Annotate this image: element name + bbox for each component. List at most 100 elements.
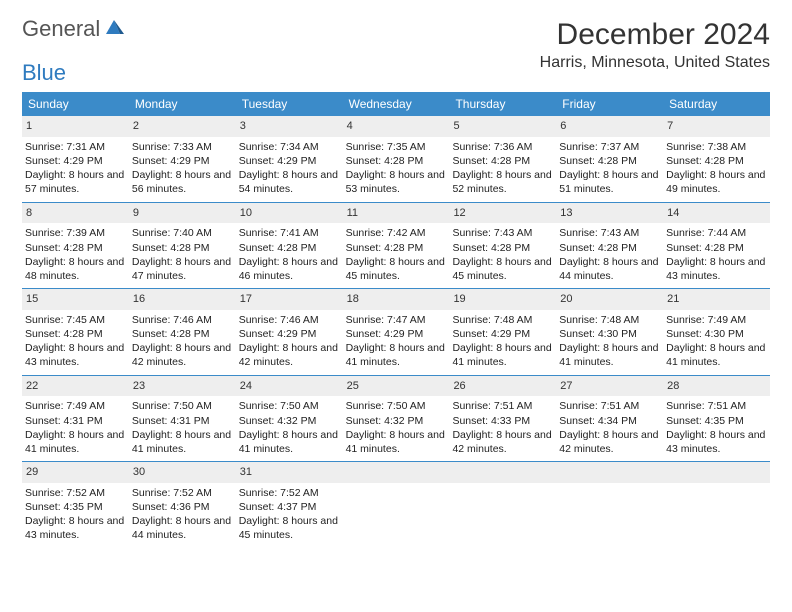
week-row: 15Sunrise: 7:45 AMSunset: 4:28 PMDayligh… [22, 289, 770, 376]
day-number [556, 462, 663, 483]
day-number: 4 [343, 116, 450, 137]
day-cell: 28Sunrise: 7:51 AMSunset: 4:35 PMDayligh… [663, 376, 770, 462]
logo-sail-icon [104, 18, 124, 40]
calendar: Sunday Monday Tuesday Wednesday Thursday… [22, 92, 770, 548]
sunset-text: Sunset: 4:28 PM [666, 241, 767, 255]
day-cell: 12Sunrise: 7:43 AMSunset: 4:28 PMDayligh… [449, 203, 556, 289]
day-number: 22 [22, 376, 129, 397]
week-row: 22Sunrise: 7:49 AMSunset: 4:31 PMDayligh… [22, 376, 770, 463]
sunrise-text: Sunrise: 7:49 AM [666, 313, 767, 327]
sunset-text: Sunset: 4:28 PM [25, 327, 126, 341]
sunset-text: Sunset: 4:29 PM [346, 327, 447, 341]
sunset-text: Sunset: 4:37 PM [239, 500, 340, 514]
day-cell [449, 462, 556, 548]
logo-word2: Blue [22, 60, 66, 85]
day-number: 19 [449, 289, 556, 310]
day-number: 3 [236, 116, 343, 137]
day-cell: 6Sunrise: 7:37 AMSunset: 4:28 PMDaylight… [556, 116, 663, 202]
daylight-text: Daylight: 8 hours and 41 minutes. [132, 428, 233, 456]
sunset-text: Sunset: 4:30 PM [559, 327, 660, 341]
daylight-text: Daylight: 8 hours and 43 minutes. [25, 341, 126, 369]
day-number: 29 [22, 462, 129, 483]
daylight-text: Daylight: 8 hours and 54 minutes. [239, 168, 340, 196]
day-cell: 3Sunrise: 7:34 AMSunset: 4:29 PMDaylight… [236, 116, 343, 202]
day-number: 23 [129, 376, 236, 397]
weekday-header: Wednesday [343, 92, 450, 116]
daylight-text: Daylight: 8 hours and 49 minutes. [666, 168, 767, 196]
day-cell: 5Sunrise: 7:36 AMSunset: 4:28 PMDaylight… [449, 116, 556, 202]
day-number: 12 [449, 203, 556, 224]
day-cell: 23Sunrise: 7:50 AMSunset: 4:31 PMDayligh… [129, 376, 236, 462]
day-number: 26 [449, 376, 556, 397]
day-cell: 30Sunrise: 7:52 AMSunset: 4:36 PMDayligh… [129, 462, 236, 548]
day-number: 8 [22, 203, 129, 224]
daylight-text: Daylight: 8 hours and 45 minutes. [452, 255, 553, 283]
day-number: 21 [663, 289, 770, 310]
weekday-header-row: Sunday Monday Tuesday Wednesday Thursday… [22, 92, 770, 116]
sunrise-text: Sunrise: 7:39 AM [25, 226, 126, 240]
day-cell: 14Sunrise: 7:44 AMSunset: 4:28 PMDayligh… [663, 203, 770, 289]
weekday-header: Sunday [22, 92, 129, 116]
sunset-text: Sunset: 4:28 PM [346, 154, 447, 168]
day-cell: 18Sunrise: 7:47 AMSunset: 4:29 PMDayligh… [343, 289, 450, 375]
daylight-text: Daylight: 8 hours and 41 minutes. [452, 341, 553, 369]
day-cell: 2Sunrise: 7:33 AMSunset: 4:29 PMDaylight… [129, 116, 236, 202]
daylight-text: Daylight: 8 hours and 44 minutes. [132, 514, 233, 542]
sunrise-text: Sunrise: 7:36 AM [452, 140, 553, 154]
sunrise-text: Sunrise: 7:48 AM [452, 313, 553, 327]
sunrise-text: Sunrise: 7:52 AM [132, 486, 233, 500]
sunrise-text: Sunrise: 7:37 AM [559, 140, 660, 154]
week-row: 29Sunrise: 7:52 AM Sunset: 4:35 PM Dayligh… [22, 462, 770, 548]
daylight-text: Daylight: 8 hours and 41 minutes. [346, 341, 447, 369]
day-cell [343, 462, 450, 548]
day-number: 15 [22, 289, 129, 310]
day-number: 1 [22, 116, 129, 137]
daylight-text: Daylight: 8 hours and 43 minutes. [666, 255, 767, 283]
day-number: 27 [556, 376, 663, 397]
sunrise-text: Sunrise: 7:31 AM [25, 140, 126, 154]
daylight-text: Daylight: 8 hours and 42 minutes. [559, 428, 660, 456]
sunset-text: Sunset: 4:33 PM [452, 414, 553, 428]
week-row: 1Sunrise: 7:31 AMSunset: 4:29 PMDaylight… [22, 116, 770, 203]
sunrise-text: Sunrise: 7:44 AM [666, 226, 767, 240]
daylight-text: Daylight: 8 hours and 52 minutes. [452, 168, 553, 196]
weekday-header: Monday [129, 92, 236, 116]
sunrise-text: Sunrise: 7:48 AM [559, 313, 660, 327]
day-number: 24 [236, 376, 343, 397]
weekday-header: Saturday [663, 92, 770, 116]
sunset-text: Sunset: 4:28 PM [666, 154, 767, 168]
sunrise-text: Sunrise: 7:38 AM [666, 140, 767, 154]
daylight-text: Daylight: 8 hours and 46 minutes. [239, 255, 340, 283]
day-number: 25 [343, 376, 450, 397]
day-number: 28 [663, 376, 770, 397]
logo: General [22, 18, 124, 40]
daylight-text: Daylight: 8 hours and 56 minutes. [132, 168, 233, 196]
day-cell: 16Sunrise: 7:46 AMSunset: 4:28 PMDayligh… [129, 289, 236, 375]
sunset-text: Sunset: 4:35 PM [25, 500, 126, 514]
sunset-text: Sunset: 4:32 PM [239, 414, 340, 428]
day-number: 20 [556, 289, 663, 310]
day-number: 9 [129, 203, 236, 224]
daylight-text: Daylight: 8 hours and 43 minutes. [666, 428, 767, 456]
day-number [663, 462, 770, 483]
daylight-text: Daylight: 8 hours and 41 minutes. [25, 428, 126, 456]
daylight-text: Daylight: 8 hours and 41 minutes. [559, 341, 660, 369]
sunrise-text: Sunrise: 7:33 AM [132, 140, 233, 154]
daylight-text: Daylight: 8 hours and 47 minutes. [132, 255, 233, 283]
sunrise-text: Sunrise: 7:34 AM [239, 140, 340, 154]
daylight-text: Daylight: 8 hours and 42 minutes. [239, 341, 340, 369]
day-cell: 27Sunrise: 7:51 AMSunset: 4:34 PMDayligh… [556, 376, 663, 462]
sunset-text: Sunset: 4:29 PM [452, 327, 553, 341]
day-cell: 13Sunrise: 7:43 AMSunset: 4:28 PMDayligh… [556, 203, 663, 289]
sunrise-text: Sunrise: 7:41 AM [239, 226, 340, 240]
sunset-text: Sunset: 4:29 PM [239, 327, 340, 341]
day-number: 7 [663, 116, 770, 137]
day-number: 30 [129, 462, 236, 483]
page: General December 2024 Harris, Minnesota,… [0, 0, 792, 566]
daylight-text: Daylight: 8 hours and 44 minutes. [559, 255, 660, 283]
sunrise-text: Sunrise: 7:46 AM [132, 313, 233, 327]
daylight-text: Daylight: 8 hours and 48 minutes. [25, 255, 126, 283]
day-number: 11 [343, 203, 450, 224]
sunrise-text: Sunrise: 7:50 AM [132, 399, 233, 413]
day-cell: 17Sunrise: 7:46 AMSunset: 4:29 PMDayligh… [236, 289, 343, 375]
